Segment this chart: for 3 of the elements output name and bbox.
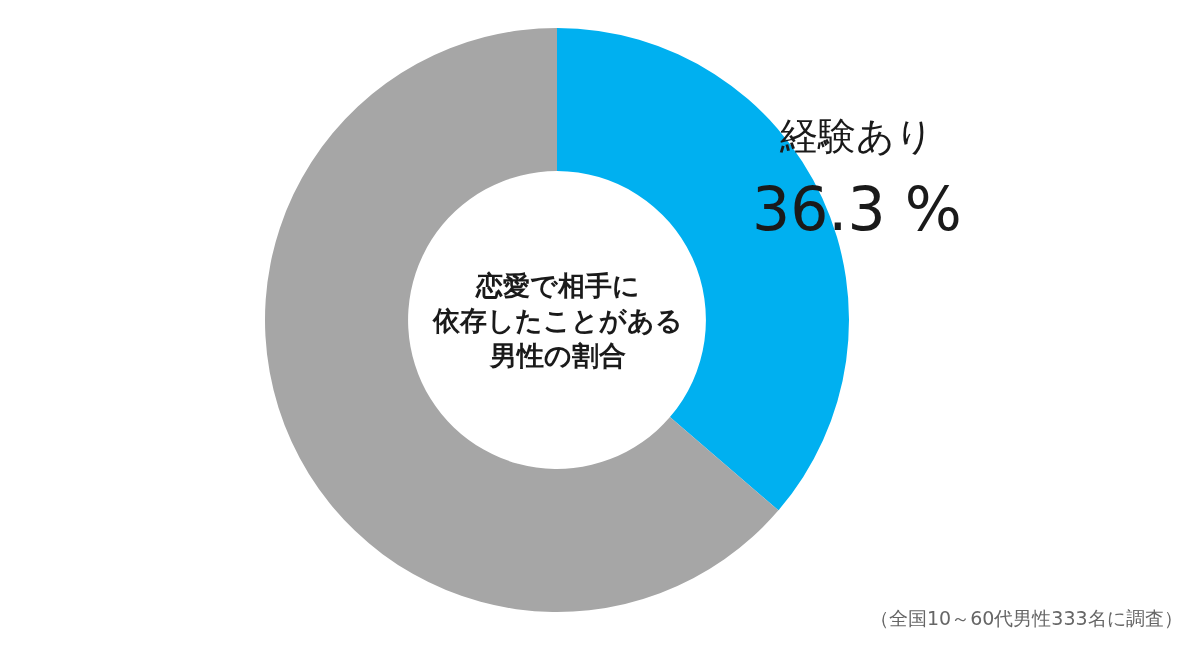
text: （全国10～60代男性333名に調査） bbox=[870, 607, 1183, 629]
slice-label: 経験あり bbox=[779, 114, 934, 158]
text: 恋愛で相手に依存したことがある男性の割合 bbox=[432, 270, 683, 372]
